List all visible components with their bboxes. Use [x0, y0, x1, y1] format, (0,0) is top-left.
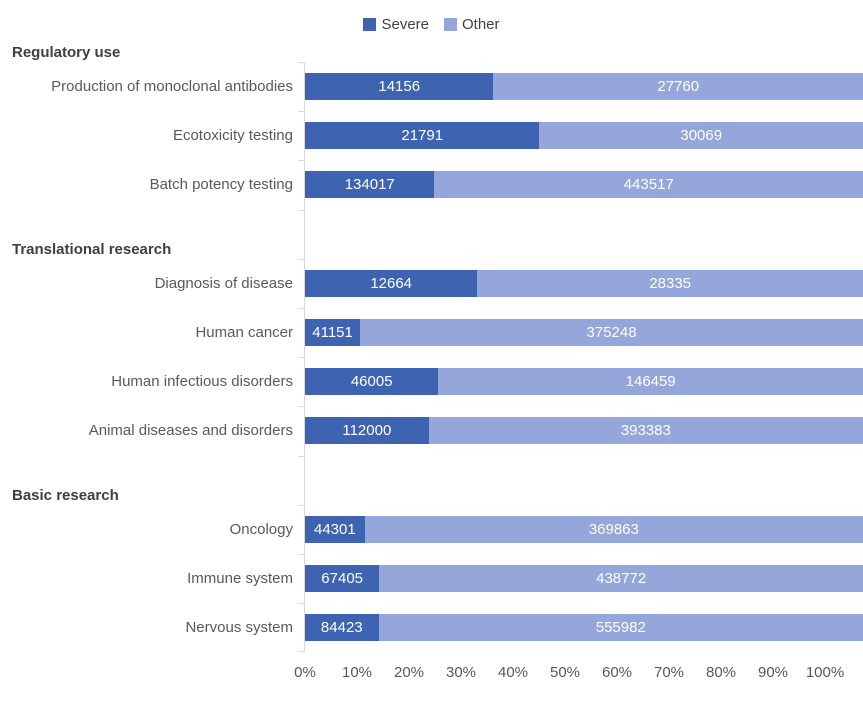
chart-row: Human cancer 41151 375248	[0, 307, 863, 358]
stacked-bar: 112000 393383	[305, 417, 863, 445]
bar-cell: 12664 28335	[304, 258, 863, 308]
x-axis-tick-label: 10%	[341, 664, 373, 682]
bar-cell: 84423 555982	[304, 603, 863, 653]
x-axis: 0% 10% 20% 30% 40% 50% 60% 70% 80% 90% 100%	[294, 661, 844, 683]
legend-item-other: Other	[444, 16, 500, 33]
category-label: Human infectious disorders	[111, 373, 293, 391]
stacked-bar: 67405 438772	[305, 564, 863, 592]
bar-cell: 21791 30069	[304, 111, 863, 161]
category-label: Immune system	[187, 569, 293, 587]
chart-row: Immune system 67405 438772	[0, 553, 863, 604]
category-label: Batch potency testing	[149, 176, 293, 194]
stacked-bar: 21791 30069	[305, 122, 863, 150]
bar-segment-severe: 44301	[305, 515, 365, 543]
bar-segment-severe: 112000	[305, 417, 429, 445]
bar-cell: 67405 438772	[304, 553, 863, 604]
chart-row: Batch potency testing 134017 443517	[0, 160, 863, 210]
chart-row: Nervous system 84423 555982	[0, 603, 863, 653]
category-label: Diagnosis of disease	[154, 274, 293, 292]
bar-cell: 14156 27760	[304, 62, 863, 112]
x-axis-tick-label: 40%	[497, 664, 529, 682]
plot-area: Production of monoclonal antibodies 14156…	[0, 62, 863, 653]
bar-segment-severe: 21791	[305, 122, 540, 150]
stacked-bar: 44301 369863	[305, 515, 863, 543]
axis-line-segment	[304, 209, 863, 259]
bar-cell: 44301 369863	[304, 504, 863, 554]
bar-segment-other: 28335	[477, 269, 863, 297]
axis-line-segment	[304, 455, 863, 505]
group-label-regulatory-use: Regulatory use	[12, 44, 121, 61]
bar-segment-other: 443517	[434, 171, 863, 199]
group-label: Translational research	[12, 240, 172, 258]
category-label: Animal diseases and disorders	[88, 422, 293, 440]
x-axis-tick-label: 70%	[653, 664, 685, 682]
bar-segment-severe: 46005	[305, 368, 439, 396]
category-label: Oncology	[229, 520, 293, 538]
bar-cell: 134017 443517	[304, 160, 863, 210]
chart-row: Human infectious disorders 46005 146459	[0, 357, 863, 407]
stacked-bar: 46005 146459	[305, 368, 863, 396]
stacked-bar: 84423 555982	[305, 614, 863, 642]
x-axis-tick-label: 80%	[705, 664, 737, 682]
chart-row: Ecotoxicity testing 21791 30069	[0, 111, 863, 161]
category-label: Nervous system	[185, 619, 293, 637]
bar-segment-severe: 134017	[305, 171, 435, 199]
legend-item-severe: Severe	[363, 16, 429, 33]
bar-cell: 112000 393383	[304, 406, 863, 456]
category-label: Ecotoxicity testing	[172, 127, 293, 145]
chart-row: Diagnosis of disease 12664 28335	[0, 258, 863, 308]
x-axis-tick-label: 90%	[757, 664, 789, 682]
x-axis-tick-label: 20%	[393, 664, 425, 682]
chart-row: Animal diseases and disorders 112000 39338…	[0, 406, 863, 456]
x-axis-tick-label: 50%	[549, 664, 581, 682]
bar-segment-severe: 41151	[305, 319, 361, 347]
bar-cell: 41151 375248	[304, 307, 863, 358]
bar-segment-severe: 14156	[305, 73, 494, 101]
bar-segment-other: 438772	[379, 564, 863, 592]
category-label: Human cancer	[195, 324, 293, 342]
stacked-bar: 41151 375248	[305, 319, 863, 347]
stacked-bar: 134017 443517	[305, 171, 863, 199]
bar-segment-other: 30069	[539, 122, 863, 150]
bar-segment-other: 146459	[438, 368, 863, 396]
bar-segment-severe: 12664	[305, 269, 478, 297]
x-axis-tick-label: 0%	[294, 664, 316, 682]
x-axis-tick-label: 60%	[601, 664, 633, 682]
legend-label-severe: Severe	[381, 15, 429, 33]
chart-row: Oncology 44301 369863	[0, 504, 863, 554]
group-label-row: Translational research	[0, 209, 863, 259]
bar-segment-other: 369863	[364, 515, 863, 543]
bar-segment-other: 27760	[493, 73, 863, 101]
group-label-row: Basic research	[0, 455, 863, 505]
chart-row: Production of monoclonal antibodies 14156…	[0, 62, 863, 112]
legend-swatch-severe-icon	[363, 17, 377, 31]
x-axis-tick-label: 100%	[805, 664, 845, 682]
legend-label-other: Other	[462, 15, 500, 33]
group-label: Basic research	[12, 486, 119, 504]
bar-segment-severe: 67405	[305, 564, 380, 592]
bar-segment-other: 555982	[378, 614, 863, 642]
bar-segment-other: 375248	[360, 319, 863, 347]
legend: Severe Other	[0, 0, 863, 34]
legend-swatch-other-icon	[444, 17, 457, 31]
x-axis-tick-label: 30%	[445, 664, 477, 682]
category-label: Production of monoclonal antibodies	[51, 78, 293, 96]
stacked-bar: 12664 28335	[305, 269, 863, 297]
bar-segment-severe: 84423	[305, 614, 379, 642]
bar-cell: 46005 146459	[304, 357, 863, 407]
stacked-bar: 14156 27760	[305, 73, 863, 101]
bar-segment-other: 393383	[428, 417, 863, 445]
